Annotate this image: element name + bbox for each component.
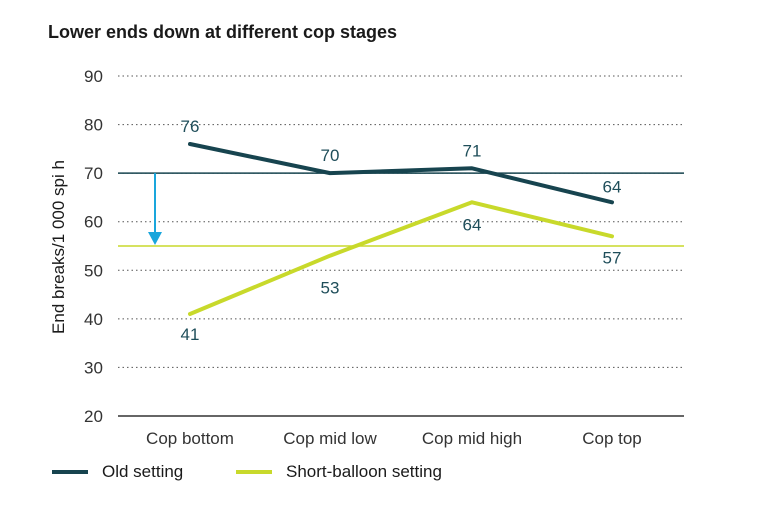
x-tick-label-0: Cop bottom [146, 429, 234, 448]
legend-label-short-balloon: Short-balloon setting [286, 462, 442, 481]
data-label-s1-0: 41 [181, 325, 200, 344]
reduction-arrow [148, 173, 162, 245]
data-label-s0-0: 76 [181, 117, 200, 136]
arrow-head [148, 232, 162, 245]
legend-item-old-setting: Old setting [52, 462, 183, 482]
y-tick-90: 90 [84, 67, 103, 86]
data-label-s1-2: 64 [463, 215, 482, 234]
data-label-s0-3: 64 [603, 177, 622, 196]
y-tick-40: 40 [84, 310, 103, 329]
data-label-s1-1: 53 [321, 279, 340, 298]
series-line-1 [188, 200, 614, 316]
series-line-0 [188, 142, 614, 205]
y-tick-70: 70 [84, 164, 103, 183]
data-label-s0-1: 70 [321, 146, 340, 165]
legend-item-short-balloon: Short-balloon setting [236, 462, 442, 482]
x-tick-label-2: Cop mid high [422, 429, 522, 448]
legend-swatch-old-setting [52, 470, 88, 474]
data-label-s1-3: 57 [603, 248, 622, 267]
y-tick-50: 50 [84, 261, 103, 280]
reference-lines [118, 172, 684, 247]
y-tick-80: 80 [84, 116, 103, 135]
data-label-s0-2: 71 [463, 141, 482, 160]
y-tick-30: 30 [84, 358, 103, 377]
x-axis-ticks: Cop bottom Cop mid low Cop mid high Cop top [146, 429, 642, 448]
y-tick-60: 60 [84, 213, 103, 232]
y-tick-20: 20 [84, 407, 103, 426]
y-axis-ticks: 20 30 40 50 60 70 80 90 [84, 67, 103, 426]
legend-swatch-short-balloon [236, 470, 272, 474]
x-tick-label-1: Cop mid low [283, 429, 377, 448]
series-lines [188, 142, 614, 316]
data-labels: 76 70 71 64 41 53 64 57 [181, 117, 622, 344]
y-axis-label: End breaks/1 000 spi h [49, 160, 68, 334]
grid-lines [118, 75, 684, 417]
legend-label-old-setting: Old setting [102, 462, 184, 481]
chart-title: Lower ends down at different cop stages [48, 22, 398, 42]
x-tick-label-3: Cop top [582, 429, 642, 448]
